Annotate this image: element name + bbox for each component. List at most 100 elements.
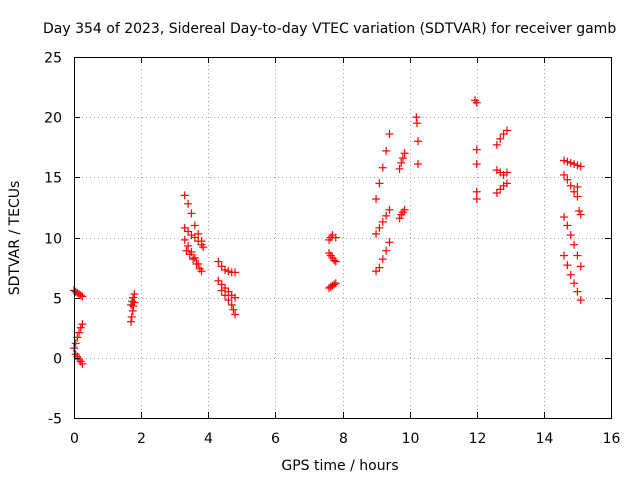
data-point — [76, 291, 85, 300]
series-seg-9a — [492, 126, 511, 149]
data-point — [400, 205, 409, 214]
x-tick-label: 0 — [70, 431, 79, 447]
data-point — [78, 359, 87, 368]
data-point — [375, 263, 384, 272]
series-seg-5b — [372, 205, 394, 238]
series-seg-0b — [71, 350, 87, 368]
data-points — [70, 96, 585, 368]
data-point — [472, 145, 481, 154]
series-seg-3b — [214, 276, 240, 302]
x-tick-label: 2 — [137, 431, 146, 447]
data-point — [127, 312, 136, 321]
data-point — [331, 257, 340, 266]
data-point — [576, 296, 585, 305]
y-tick-label: 0 — [53, 352, 62, 368]
x-axis-label: GPS time / hours — [281, 458, 398, 474]
x-tick-label: 10 — [402, 431, 420, 447]
data-point — [560, 213, 569, 222]
data-point — [231, 268, 240, 277]
data-point — [378, 217, 387, 226]
data-point — [566, 270, 575, 279]
data-point — [214, 257, 223, 266]
data-point — [566, 231, 575, 240]
data-point — [502, 168, 511, 177]
data-point — [560, 251, 569, 260]
data-point — [378, 255, 387, 264]
data-point — [127, 317, 136, 326]
series-seg-4b — [325, 249, 340, 266]
data-point — [190, 233, 199, 242]
data-point — [414, 160, 423, 169]
x-tick-label: 16 — [603, 431, 621, 447]
data-point — [75, 328, 84, 337]
y-tick-label: 5 — [53, 292, 62, 308]
series-seg-10e — [573, 182, 585, 219]
series-seg-5c — [372, 238, 394, 276]
data-point — [563, 175, 572, 184]
data-point — [78, 320, 87, 329]
data-point — [560, 156, 569, 165]
data-point — [184, 227, 193, 236]
data-point — [190, 253, 199, 262]
series-seg-6a — [395, 149, 409, 173]
data-point — [502, 179, 511, 188]
data-point — [194, 237, 203, 246]
data-point — [570, 160, 579, 169]
data-point — [412, 113, 421, 122]
axis-ticks — [74, 57, 612, 419]
data-point — [472, 98, 481, 107]
data-point — [231, 310, 240, 319]
x-tick-label: 4 — [204, 431, 213, 447]
data-point — [499, 130, 508, 139]
data-point — [197, 240, 206, 249]
series-seg-10a — [560, 156, 585, 171]
y-tick-label: -5 — [48, 412, 62, 428]
chart-title: Day 354 of 2023, Sidereal Day-to-day VTE… — [43, 21, 616, 37]
y-tick-label: 15 — [44, 171, 62, 187]
data-point — [397, 158, 406, 167]
data-point — [496, 185, 505, 194]
data-point — [573, 192, 582, 201]
data-point — [372, 229, 381, 238]
data-point — [76, 323, 85, 332]
data-point — [180, 191, 189, 200]
data-point — [382, 211, 391, 220]
data-point — [385, 238, 394, 247]
data-point — [128, 306, 137, 315]
y-tick-labels: -5 0 5 10 15 20 25 — [44, 51, 62, 428]
data-point — [78, 292, 87, 301]
data-point — [184, 199, 193, 208]
series-seg-3a — [214, 257, 240, 277]
data-point — [372, 267, 381, 276]
data-point — [214, 276, 223, 285]
data-point — [492, 188, 501, 197]
data-point — [472, 160, 481, 169]
data-point — [189, 255, 198, 264]
data-point — [128, 297, 137, 306]
data-point — [576, 262, 585, 271]
series-seg-7 — [412, 113, 423, 169]
grid — [74, 57, 611, 418]
data-point — [502, 126, 511, 135]
data-point — [570, 279, 579, 288]
series-seg-10c — [560, 213, 585, 271]
series-seg-9c — [492, 179, 511, 197]
data-point — [573, 182, 582, 191]
data-point — [385, 130, 394, 139]
series-seg-1b — [127, 290, 139, 309]
data-point — [576, 210, 585, 219]
data-point — [130, 290, 139, 299]
data-point — [573, 287, 582, 296]
data-point — [378, 163, 387, 172]
data-point — [385, 205, 394, 214]
data-point — [229, 305, 238, 314]
data-point — [395, 214, 404, 223]
data-point — [224, 296, 233, 305]
data-point — [576, 162, 585, 171]
x-tick-label: 6 — [271, 431, 280, 447]
series-seg-6b — [395, 205, 409, 223]
data-point — [195, 264, 204, 273]
x-tick-labels: 0 2 4 6 8 10 12 14 16 — [70, 431, 620, 447]
data-point — [330, 256, 339, 265]
data-point — [194, 229, 203, 238]
